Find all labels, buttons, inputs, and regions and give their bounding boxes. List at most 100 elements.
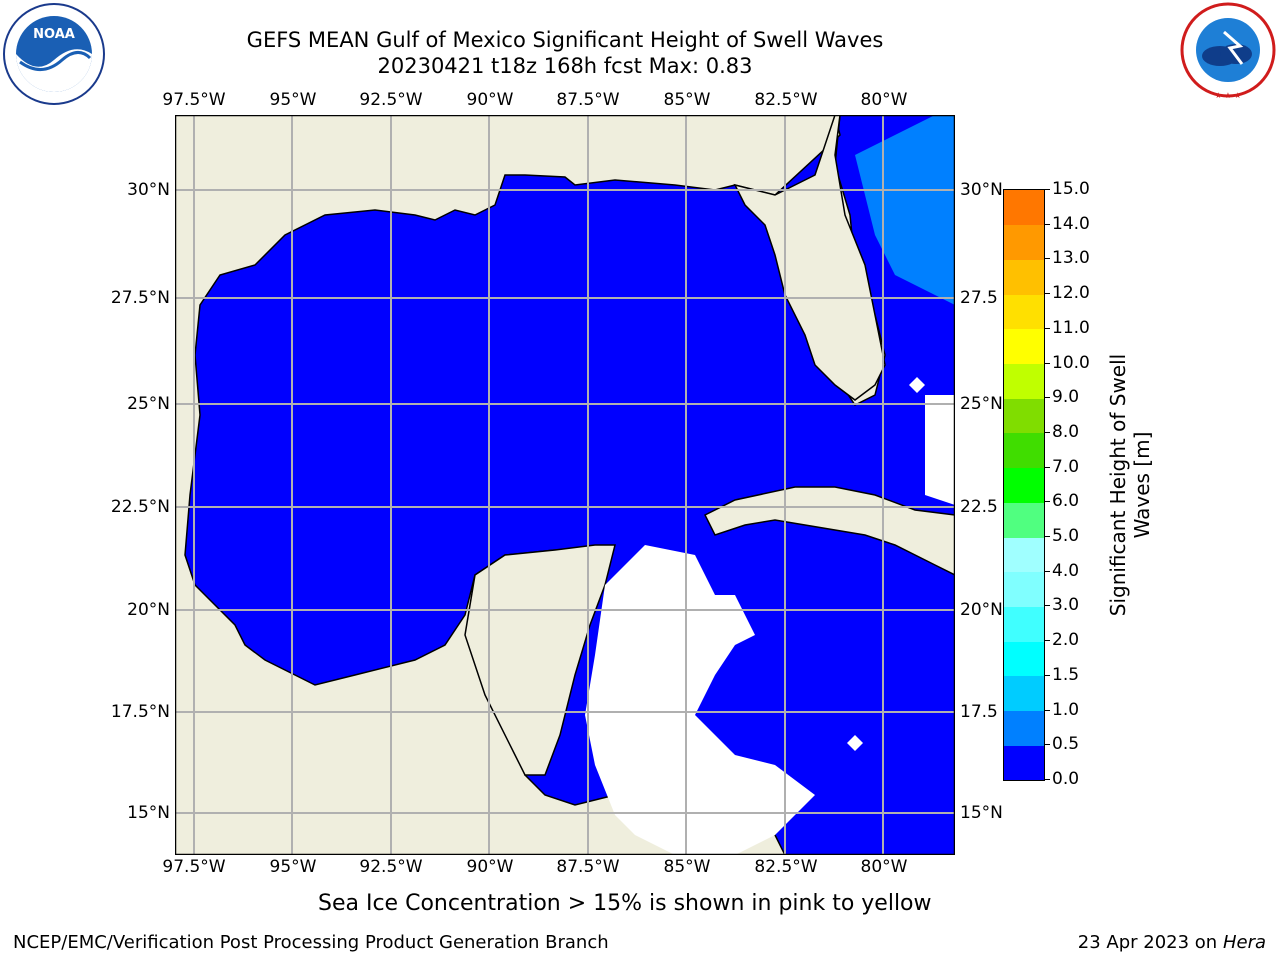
colorbar-tick-label: 2.0	[1052, 630, 1080, 651]
chart-title: GEFS MEAN Gulf of Mexico Significant Hei…	[246, 28, 884, 52]
no-data-east	[925, 395, 955, 505]
lat-label-left: 20°N	[127, 600, 170, 620]
lat-label-right: 25°N	[960, 394, 1003, 414]
footer-date-text: 23 Apr 2023 on	[1077, 932, 1218, 953]
colorbar-tick-mark	[1044, 431, 1050, 433]
colorbar-tick-mark	[1044, 674, 1050, 676]
lon-label-top: 85°W	[663, 90, 711, 110]
colorbar-tick-label: 11.0	[1052, 317, 1090, 338]
colorbar-tick-label: 1.5	[1052, 664, 1080, 685]
colorbar-segment	[1004, 224, 1044, 260]
colorbar-tick-label: 9.0	[1052, 387, 1080, 408]
map-frame	[175, 115, 955, 855]
colorbar	[1003, 189, 1045, 781]
land-yucatan	[464, 544, 616, 776]
colorbar-tick-mark	[1044, 501, 1050, 503]
lon-label-top: 80°W	[860, 90, 908, 110]
lon-label-top: 87.5°W	[556, 90, 620, 110]
colorbar-tick-label: 5.0	[1052, 526, 1080, 547]
no-data-caribbean	[585, 545, 815, 855]
colorbar-segment	[1004, 641, 1044, 677]
colorbar-segment	[1004, 537, 1044, 573]
colorbar-tick-label: 0.0	[1052, 769, 1080, 789]
colorbar-segment	[1004, 502, 1044, 538]
lat-label-left: 17.5°N	[110, 702, 170, 722]
lon-label-bottom: 85°W	[663, 857, 711, 877]
footer-credit: NCEP/EMC/Verification Post Processing Pr…	[13, 932, 609, 953]
colorbar-tick-label: 12.0	[1052, 283, 1090, 304]
colorbar-segment	[1004, 294, 1044, 330]
lon-label-top: 97.5°W	[162, 90, 226, 110]
svg-text:★ ★ ★: ★ ★ ★	[1215, 91, 1242, 100]
colorbar-segment	[1004, 190, 1044, 226]
colorbar-tick-label: 7.0	[1052, 456, 1080, 477]
colorbar-segment	[1004, 328, 1044, 365]
lat-label-right: 20°N	[960, 600, 1003, 620]
colorbar-tick-label: 6.0	[1052, 491, 1080, 512]
colorbar-tick-label: 4.0	[1052, 560, 1080, 581]
noaa-logo: NOAA	[3, 3, 105, 105]
sea-ice-note: Sea Ice Concentration > 15% is shown in …	[318, 891, 932, 916]
lat-label-left: 15°N	[127, 803, 170, 823]
lat-label-right: 15°N	[960, 803, 1003, 823]
colorbar-segment	[1004, 363, 1044, 399]
lon-label-top: 90°W	[466, 90, 514, 110]
lon-label-bottom: 90°W	[466, 857, 514, 877]
colorbar-tick-mark	[1044, 327, 1050, 329]
lon-label-top: 92.5°W	[359, 90, 423, 110]
colorbar-tick-label: 13.0	[1052, 248, 1090, 269]
chart-subtitle: 20230421 t18z 168h fcst Max: 0.83	[377, 54, 753, 78]
lat-label-right: 30°N	[960, 180, 1003, 200]
colorbar-tick-label: 15.0	[1052, 179, 1090, 199]
lat-label-right: 27.5	[960, 288, 998, 308]
colorbar-tick-label: 3.0	[1052, 595, 1080, 616]
lat-label-left: 27.5°N	[110, 288, 170, 308]
footer-date: 23 Apr 2023 on Hera	[1078, 932, 1266, 953]
colorbar-tick-mark	[1044, 709, 1050, 711]
colorbar-tick-mark	[1044, 640, 1050, 642]
colorbar-tick-label: 1.0	[1052, 699, 1080, 720]
colorbar-title: Significant Height of Swell Waves [m]	[1106, 353, 1154, 617]
noaa-logo-text: NOAA	[33, 27, 75, 42]
colorbar-tick-mark	[1044, 744, 1050, 746]
footer-system: Hera	[1222, 932, 1266, 953]
lon-label-bottom: 80°W	[860, 857, 908, 877]
atlantic-swell-zone	[855, 115, 955, 305]
colorbar-tick-mark	[1044, 362, 1050, 364]
lat-label-left: 30°N	[127, 180, 170, 200]
colorbar-segment	[1004, 675, 1044, 712]
colorbar-tick-label: 8.0	[1052, 421, 1080, 442]
colorbar-tick-label: 10.0	[1052, 352, 1090, 373]
graticule	[175, 115, 955, 855]
lon-label-bottom: 87.5°W	[556, 857, 620, 877]
colorbar-tick-mark	[1044, 466, 1050, 468]
lon-label-top: 82.5°W	[754, 90, 818, 110]
colorbar-segment	[1004, 467, 1044, 503]
lon-label-top: 95°W	[269, 90, 317, 110]
lon-label-bottom: 82.5°W	[754, 857, 818, 877]
colorbar-segment	[1004, 710, 1044, 746]
lat-label-right: 17.5	[960, 702, 998, 722]
colorbar-tick-mark	[1044, 397, 1050, 399]
lon-label-bottom: 95°W	[269, 857, 317, 877]
land-cuba	[703, 486, 955, 576]
colorbar-segment	[1004, 571, 1044, 607]
nws-logo: ★ ★ ★	[1180, 2, 1276, 100]
colorbar-segment	[1004, 398, 1044, 434]
colorbar-tick-mark	[1044, 258, 1050, 260]
colorbar-tick-mark	[1044, 570, 1050, 572]
lat-label-left: 22.5°N	[110, 497, 170, 517]
lat-label-left: 25°N	[127, 394, 170, 414]
lon-label-bottom: 97.5°W	[162, 857, 226, 877]
colorbar-tick-mark	[1044, 223, 1050, 225]
colorbar-segment	[1004, 745, 1044, 781]
lat-label-right: 22.5	[960, 497, 998, 517]
colorbar-tick-label: 0.5	[1052, 734, 1080, 755]
colorbar-tick-mark	[1044, 293, 1050, 295]
colorbar-tick-mark	[1044, 605, 1050, 607]
colorbar-tick-mark	[1044, 536, 1050, 538]
colorbar-tick-label: 14.0	[1052, 213, 1090, 234]
colorbar-tick-mark	[1044, 779, 1050, 780]
colorbar-tick-mark	[1044, 189, 1050, 190]
map-panel	[175, 115, 955, 855]
